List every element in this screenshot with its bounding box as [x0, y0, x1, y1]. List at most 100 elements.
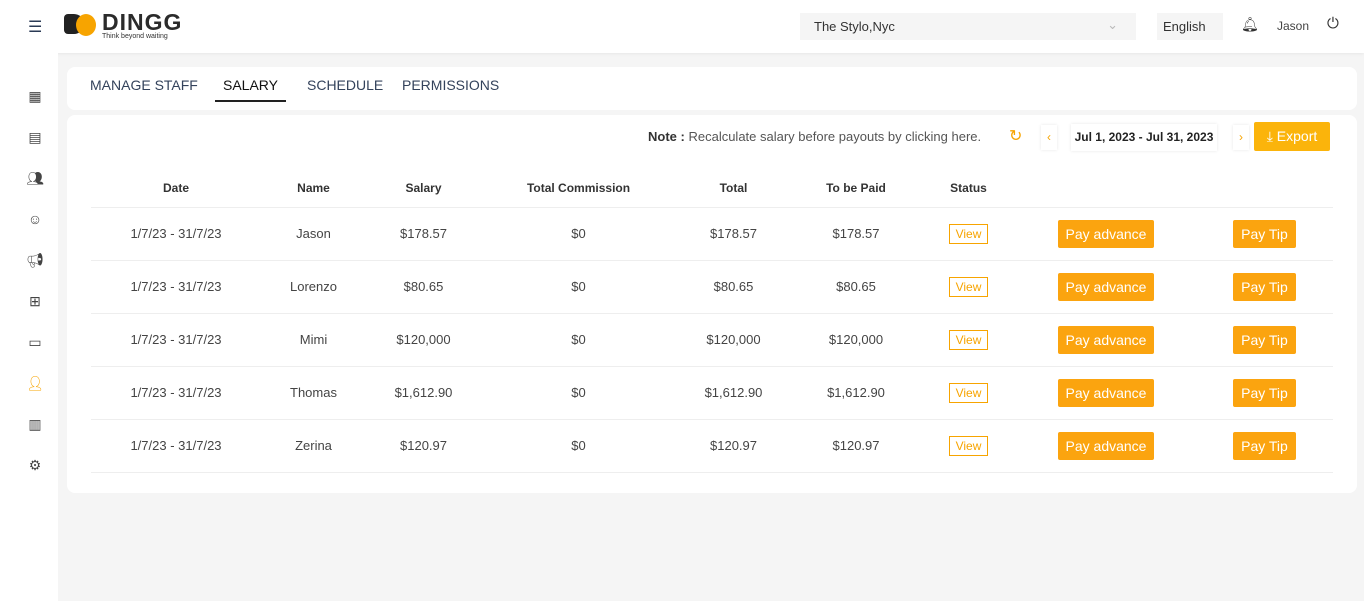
date-cell: 1/7/23 - 31/7/23	[91, 366, 261, 420]
date-cell: 1/7/23 - 31/7/23	[91, 207, 261, 261]
advance-cell: Pay advance	[1016, 313, 1196, 367]
user-name[interactable]: Jason	[1277, 19, 1310, 33]
recalculate-note: Note : Recalculate salary before payouts…	[648, 129, 981, 144]
language-select[interactable]: English	[1157, 13, 1223, 40]
bell-icon[interactable]: 🔔︎	[1241, 16, 1259, 32]
total-cell: $80.65	[676, 260, 791, 314]
name-cell: Zerina	[261, 419, 366, 473]
commission-cell: $0	[481, 366, 676, 420]
view-button[interactable]: View	[948, 276, 989, 297]
total-cell: $120,000	[676, 313, 791, 367]
advance-cell: Pay advance	[1016, 260, 1196, 314]
pay-tip-button[interactable]: Pay Tip	[1233, 219, 1296, 248]
name-cell: Thomas	[261, 366, 366, 420]
power-icon[interactable]: ⏻	[1327, 15, 1339, 32]
refresh-icon[interactable]: ↻	[1009, 128, 1023, 145]
pay-advance-button[interactable]: Pay advance	[1057, 431, 1155, 460]
prev-range-button[interactable]: ‹	[1041, 125, 1057, 150]
pay-advance-button[interactable]: Pay advance	[1057, 325, 1155, 354]
logo[interactable]: DINGG Think beyond waiting	[52, 10, 182, 40]
note-text: Recalculate salary before payouts by cli…	[688, 129, 982, 144]
menu-icon[interactable]: ☰	[28, 19, 43, 36]
date-range[interactable]: Jul 1, 2023 - Jul 31, 2023	[1071, 124, 1217, 151]
pay-advance-button[interactable]: Pay advance	[1057, 272, 1155, 301]
staff-icon[interactable]: 👤︎	[26, 375, 44, 391]
to-be-paid-cell: $120.97	[791, 419, 921, 473]
advance-cell: Pay advance	[1016, 207, 1196, 261]
brand-tagline: Think beyond waiting	[102, 32, 168, 40]
tab-schedule[interactable]: SCHEDULE	[307, 77, 384, 93]
salary-cell: $120.97	[366, 419, 481, 473]
column-header: To be Paid	[791, 170, 921, 208]
brand-name: DINGG	[102, 8, 183, 35]
tab-bar: MANAGE STAFF SALARY SCHEDULE PERMISSIONS	[67, 67, 1357, 110]
status-cell: View	[921, 260, 1016, 314]
column-header: Name	[261, 170, 366, 208]
column-header: Date	[91, 170, 261, 208]
pay-advance-button[interactable]: Pay advance	[1057, 219, 1155, 248]
view-button[interactable]: View	[948, 223, 989, 244]
advance-cell: Pay advance	[1016, 366, 1196, 420]
tip-cell: Pay Tip	[1196, 419, 1333, 473]
commission-cell: $0	[481, 419, 676, 473]
salary-cell: $1,612.90	[366, 366, 481, 420]
salary-cell: $178.57	[366, 207, 481, 261]
name-cell: Jason	[261, 207, 366, 261]
export-label: Export	[1276, 128, 1318, 144]
export-button[interactable]: ⤓ Export	[1254, 122, 1330, 151]
date-cell: 1/7/23 - 31/7/23	[91, 313, 261, 367]
megaphone-icon[interactable]: 📢︎	[26, 252, 44, 268]
to-be-paid-cell: $80.65	[791, 260, 921, 314]
view-button[interactable]: View	[948, 435, 989, 456]
column-header	[1196, 170, 1333, 208]
total-cell: $178.57	[676, 207, 791, 261]
total-cell: $1,612.90	[676, 366, 791, 420]
tip-cell: Pay Tip	[1196, 366, 1333, 420]
pay-advance-button[interactable]: Pay advance	[1057, 378, 1155, 407]
column-header: Status	[921, 170, 1016, 208]
top-bar: ☰ DINGG Think beyond waiting The Stylo,Ny…	[0, 0, 1364, 53]
salary-cell: $80.65	[366, 260, 481, 314]
customers-icon[interactable]: 👥︎	[26, 170, 44, 186]
pay-tip-button[interactable]: Pay Tip	[1233, 378, 1296, 407]
date-cell: 1/7/23 - 31/7/23	[91, 419, 261, 473]
view-button[interactable]: View	[948, 382, 989, 403]
tip-cell: Pay Tip	[1196, 207, 1333, 261]
to-be-paid-cell: $1,612.90	[791, 366, 921, 420]
download-icon: ⤓	[1266, 128, 1277, 144]
column-header: Total Commission	[481, 170, 676, 208]
name-cell: Lorenzo	[261, 260, 366, 314]
tip-cell: Pay Tip	[1196, 313, 1333, 367]
commission-cell: $0	[481, 260, 676, 314]
next-range-button[interactable]: ›	[1233, 125, 1249, 150]
view-button[interactable]: View	[948, 329, 989, 350]
tab-manage-staff[interactable]: MANAGE STAFF	[90, 77, 198, 93]
chevron-down-icon: ⌄	[1107, 17, 1118, 32]
commission-cell: $0	[481, 207, 676, 261]
column-header: Salary	[366, 170, 481, 208]
pay-tip-button[interactable]: Pay Tip	[1233, 325, 1296, 354]
reports-icon[interactable]: ▥	[28, 416, 42, 432]
settings-icon[interactable]: ⚙	[28, 457, 42, 473]
logo-mark-icon	[52, 10, 96, 40]
client-face-icon[interactable]: ☺	[27, 211, 43, 227]
total-cell: $120.97	[676, 419, 791, 473]
column-header: Total	[676, 170, 791, 208]
hierarchy-icon[interactable]: ⊞	[29, 293, 41, 309]
pay-tip-button[interactable]: Pay Tip	[1233, 431, 1296, 460]
table-row: 1/7/23 - 31/7/23 Zerina $120.97 $0 $120.…	[91, 419, 1333, 473]
advance-cell: Pay advance	[1016, 419, 1196, 473]
calendar-icon[interactable]: ▦	[28, 88, 42, 104]
table-row: 1/7/23 - 31/7/23 Thomas $1,612.90 $0 $1,…	[91, 366, 1333, 420]
receipt-icon[interactable]: ▤	[28, 129, 42, 145]
pay-tip-button[interactable]: Pay Tip	[1233, 272, 1296, 301]
tab-salary[interactable]: SALARY	[215, 77, 286, 102]
tab-permissions[interactable]: PERMISSIONS	[402, 77, 500, 93]
to-be-paid-cell: $120,000	[791, 313, 921, 367]
store-select[interactable]: The Stylo,Nyc ⌄	[800, 13, 1136, 40]
status-cell: View	[921, 313, 1016, 367]
tip-cell: Pay Tip	[1196, 260, 1333, 314]
date-cell: 1/7/23 - 31/7/23	[91, 260, 261, 314]
name-cell: Mimi	[261, 313, 366, 367]
store-icon[interactable]: ▭	[28, 334, 42, 350]
